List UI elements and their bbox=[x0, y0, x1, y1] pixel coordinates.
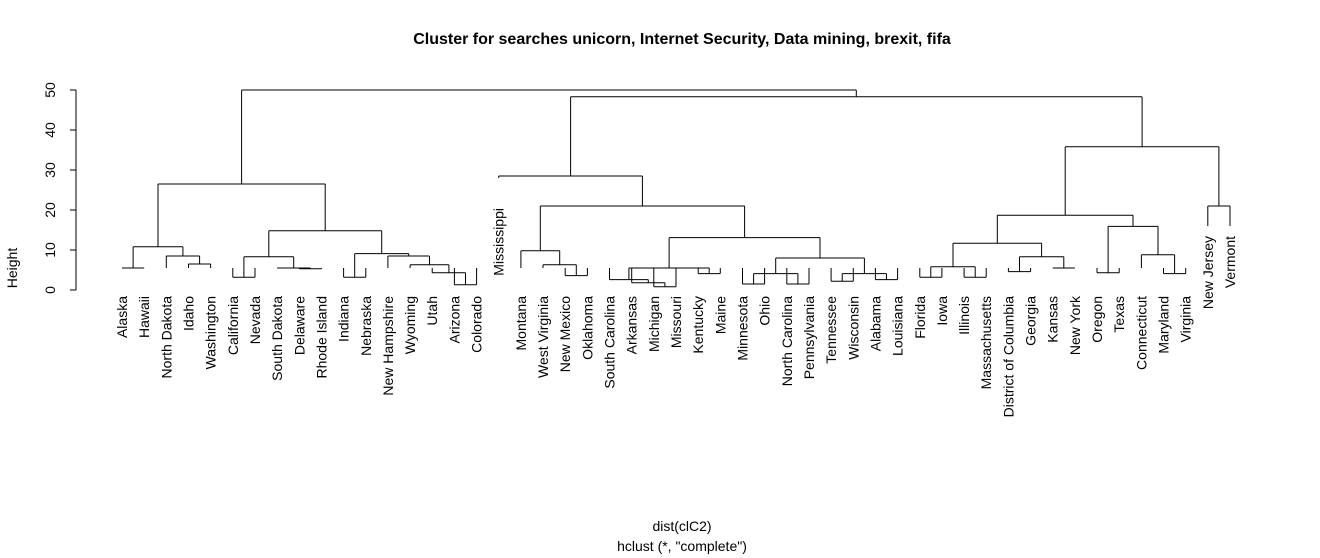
leaf-label: Minnesota bbox=[735, 296, 751, 361]
leaf-label: South Dakota bbox=[269, 296, 285, 381]
leaf-label: Iowa bbox=[934, 296, 950, 326]
leaf-label: New Mexico bbox=[557, 296, 573, 372]
y-tick-label: 30 bbox=[42, 162, 58, 178]
method-label: hclust (*, "complete") bbox=[617, 538, 747, 554]
leaf-label: Maine bbox=[712, 296, 728, 334]
leaf-label: Indiana bbox=[336, 296, 352, 342]
y-tick-label: 10 bbox=[42, 242, 58, 258]
dendrogram-links bbox=[122, 89, 1231, 288]
y-axis: 0 10 20 30 40 50 Height bbox=[4, 82, 77, 294]
leaf-label: Montana bbox=[513, 296, 529, 351]
leaf-label: Alabama bbox=[867, 296, 883, 351]
leaf-label: Kansas bbox=[1045, 296, 1061, 343]
leaf-label: Pennsylvania bbox=[801, 296, 817, 379]
leaf-label: Utah bbox=[424, 296, 440, 326]
leaf-label: Colorado bbox=[469, 296, 485, 353]
leaf-label: Georgia bbox=[1023, 296, 1039, 346]
y-tick-label: 0 bbox=[42, 286, 58, 294]
leaf-label: Washington bbox=[203, 296, 219, 369]
leaf-label: Idaho bbox=[181, 296, 197, 331]
leaf-label: New Hampshire bbox=[380, 296, 396, 396]
leaf-label: Rhode Island bbox=[313, 296, 329, 379]
chart-title: Cluster for searches unicorn, Internet S… bbox=[413, 31, 951, 48]
leaf-label: Hawaii bbox=[136, 296, 152, 338]
leaf-label: Florida bbox=[912, 296, 928, 339]
leaf-label: District of Columbia bbox=[1000, 296, 1016, 418]
leaf-label: Arkansas bbox=[624, 296, 640, 354]
y-axis-label: Height bbox=[4, 248, 20, 289]
leaf-label: Massachusetts bbox=[978, 296, 994, 389]
y-tick-label: 40 bbox=[42, 122, 58, 138]
y-tick-label: 50 bbox=[42, 82, 58, 98]
leaf-label: Kentucky bbox=[690, 296, 706, 354]
leaf-label: Nevada bbox=[247, 296, 263, 344]
leaf-label: South Carolina bbox=[602, 296, 618, 389]
leaf-label: Wyoming bbox=[402, 296, 418, 354]
leaf-label: Vermont bbox=[1222, 236, 1238, 288]
leaf-label: Wisconsin bbox=[845, 296, 861, 360]
leaf-label: Oklahoma bbox=[579, 296, 595, 360]
leaf-label: Missouri bbox=[668, 296, 684, 348]
leaf-label: Louisiana bbox=[890, 296, 906, 356]
leaf-label: West Virginia bbox=[535, 296, 551, 378]
leaf-label: Ohio bbox=[757, 296, 773, 326]
leaf-labels: Alaska Hawaii North Dakota Idaho Washington C… bbox=[114, 208, 1238, 417]
leaf-label: Alaska bbox=[114, 296, 130, 338]
leaf-label: Virginia bbox=[1178, 296, 1194, 343]
leaf-label: Connecticut bbox=[1133, 296, 1149, 370]
leaf-label: Tennessee bbox=[823, 296, 839, 364]
x-axis-label: dist(clC2) bbox=[652, 518, 711, 534]
leaf-label: Nebraska bbox=[358, 296, 374, 356]
leaf-label: California bbox=[225, 296, 241, 355]
leaf-label: Arizona bbox=[446, 296, 462, 344]
y-tick-label: 20 bbox=[42, 202, 58, 218]
leaf-label: New York bbox=[1067, 295, 1083, 355]
leaf-label: Illinois bbox=[956, 296, 972, 335]
leaf-label: North Carolina bbox=[779, 296, 795, 386]
leaf-label: Michigan bbox=[646, 296, 662, 352]
leaf-label: Oregon bbox=[1089, 296, 1105, 343]
leaf-label: Maryland bbox=[1156, 296, 1172, 354]
leaf-label: New Jersey bbox=[1200, 236, 1216, 309]
leaf-label: Delaware bbox=[291, 296, 307, 355]
leaf-label: Texas bbox=[1111, 296, 1127, 333]
leaf-label: Mississippi bbox=[491, 208, 507, 276]
leaf-label: North Dakota bbox=[158, 296, 174, 379]
